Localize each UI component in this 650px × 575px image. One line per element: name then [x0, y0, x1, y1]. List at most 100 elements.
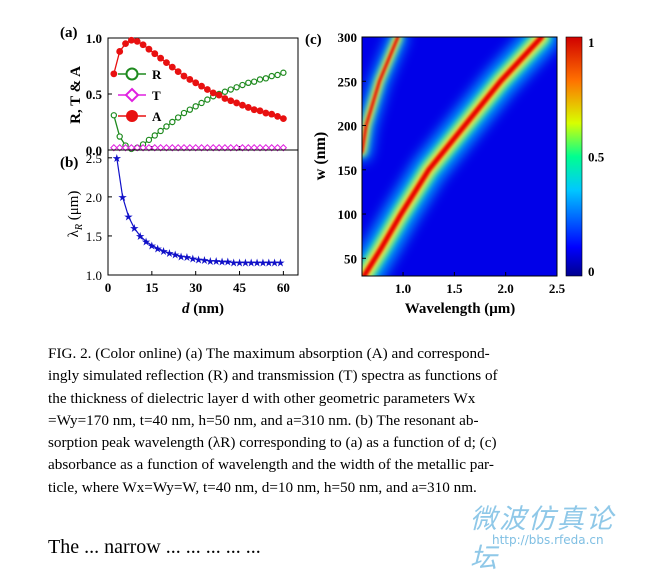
b-point: ★ [188, 253, 198, 266]
b-point: ★ [129, 222, 139, 235]
point-R [204, 96, 211, 103]
point-T [250, 144, 258, 152]
b-point: ★ [252, 257, 262, 270]
point-R [239, 81, 246, 89]
point-R [145, 136, 153, 144]
a-ytick-label: 0.0 [86, 143, 102, 158]
point-A [250, 106, 258, 114]
ridge-core [362, 37, 545, 276]
b-point: ★ [264, 257, 274, 270]
point-A [198, 82, 205, 90]
point-A [279, 115, 287, 123]
point-A [110, 70, 118, 78]
b-point: ★ [170, 249, 180, 262]
point-A [122, 40, 129, 47]
c-ytick-label: 250 [338, 74, 358, 89]
point-A [221, 95, 229, 102]
point-R [221, 88, 229, 95]
c-ytick-label: 200 [338, 119, 358, 134]
figure-caption: FIG. 2. (Color online) (a) The maximum a… [48, 343, 620, 499]
point-R [268, 72, 275, 80]
point-A [256, 107, 264, 115]
b-point: ★ [240, 257, 250, 270]
point-R [180, 109, 188, 117]
a-ytick-label: 0.5 [86, 87, 103, 102]
c-xtick-label: 2.5 [549, 281, 566, 296]
watermark: 微波仿真论坛 http://bbs.rfeda.cn [470, 497, 640, 575]
point-A [151, 50, 159, 58]
point-T [127, 144, 136, 152]
panel-c-frame [361, 36, 558, 277]
point-A [244, 104, 252, 111]
panel-b: 1.01.52.02.5 0 15 30 45 60 λR (μm) d (nm) ★★… [66, 149, 299, 317]
point-T [139, 144, 147, 152]
caption-line-3: the thickness of dielectric layer d with… [48, 389, 476, 407]
point-A [227, 97, 235, 105]
b-point: ★ [200, 254, 210, 267]
point-R [169, 118, 176, 126]
b-point: ★ [223, 256, 233, 269]
legend-label-A: A [152, 109, 162, 124]
caption-line-1: FIG. 2. (Color online) (a) The maximum a… [48, 345, 490, 362]
point-T [273, 144, 282, 152]
b-point: ★ [159, 245, 169, 258]
colorbar [565, 36, 583, 277]
point-A [116, 48, 124, 55]
b-point: ★ [229, 257, 239, 270]
point-A [262, 109, 270, 117]
caption-line-5: sorption peak wavelength (λR) correspond… [48, 434, 497, 452]
b-xtick-label: 15 [145, 280, 159, 295]
point-T [238, 144, 247, 152]
panel-c-ylabel: w (nm) [312, 132, 329, 180]
point-T [174, 144, 182, 152]
point-A [274, 113, 281, 120]
panel-a: 0.0 0.5 1.0 R, T & A RTA [68, 31, 299, 158]
panel-label-b: (b) [60, 155, 78, 171]
point-R [256, 76, 264, 83]
b-point: ★ [118, 191, 128, 204]
legend-a: RTA [118, 67, 162, 124]
next-paragraph-fragment: The ... narrow ... ... ... ... ... [48, 536, 261, 558]
b-point: ★ [235, 257, 245, 270]
b-point: ★ [164, 247, 174, 260]
point-A [145, 45, 153, 53]
colorbar-tick-label: 1 [588, 35, 595, 50]
caption-line-7: ticle, where Wx=Wy=W, t=40 nm, d=10 nm, … [48, 478, 477, 496]
point-A [157, 54, 165, 62]
point-T [279, 144, 288, 152]
panel-b-xlabel: d (nm) [182, 301, 224, 317]
panel-a-ylabel: R, T & A [68, 66, 84, 124]
point-R [245, 79, 252, 87]
b-point: ★ [124, 210, 134, 223]
panel-label-a: (a) [60, 25, 78, 41]
panel-b-ylabel: λR (μm) [66, 191, 85, 238]
point-T [244, 144, 253, 152]
point-A [168, 63, 176, 71]
b-point: ★ [246, 257, 256, 270]
point-R [174, 114, 182, 121]
b-point: ★ [258, 257, 268, 270]
panel-b-frame [107, 149, 299, 276]
c-xtick-label: 1.5 [446, 281, 463, 296]
b-xtick-label: 0 [105, 280, 112, 295]
point-T [151, 144, 159, 152]
c-ytick-label: 50 [344, 251, 357, 266]
point-T [121, 144, 130, 152]
point-T [197, 144, 206, 152]
caption-line-4: =Wy=170 nm, t=40 nm, h=50 nm, and a=310 … [48, 411, 479, 429]
point-A [268, 110, 276, 118]
legend-label-R: R [152, 67, 162, 82]
c-ytick-label: 100 [338, 207, 358, 222]
legend-label-T: T [152, 88, 161, 103]
figure: (a) (b) (c) 0.0 0.5 1.0 R, T & A RTA 1.0 1.… [60, 25, 605, 317]
colorbar-tick-label: 0.5 [588, 150, 605, 165]
point-A [133, 37, 141, 45]
point-T [267, 144, 276, 152]
point-R [280, 69, 287, 76]
point-A [163, 59, 170, 67]
point-T [221, 144, 229, 152]
point-R [192, 103, 199, 110]
b-point: ★ [211, 255, 221, 268]
point-R [227, 86, 234, 93]
c-xtick-label: 2.0 [498, 281, 514, 296]
